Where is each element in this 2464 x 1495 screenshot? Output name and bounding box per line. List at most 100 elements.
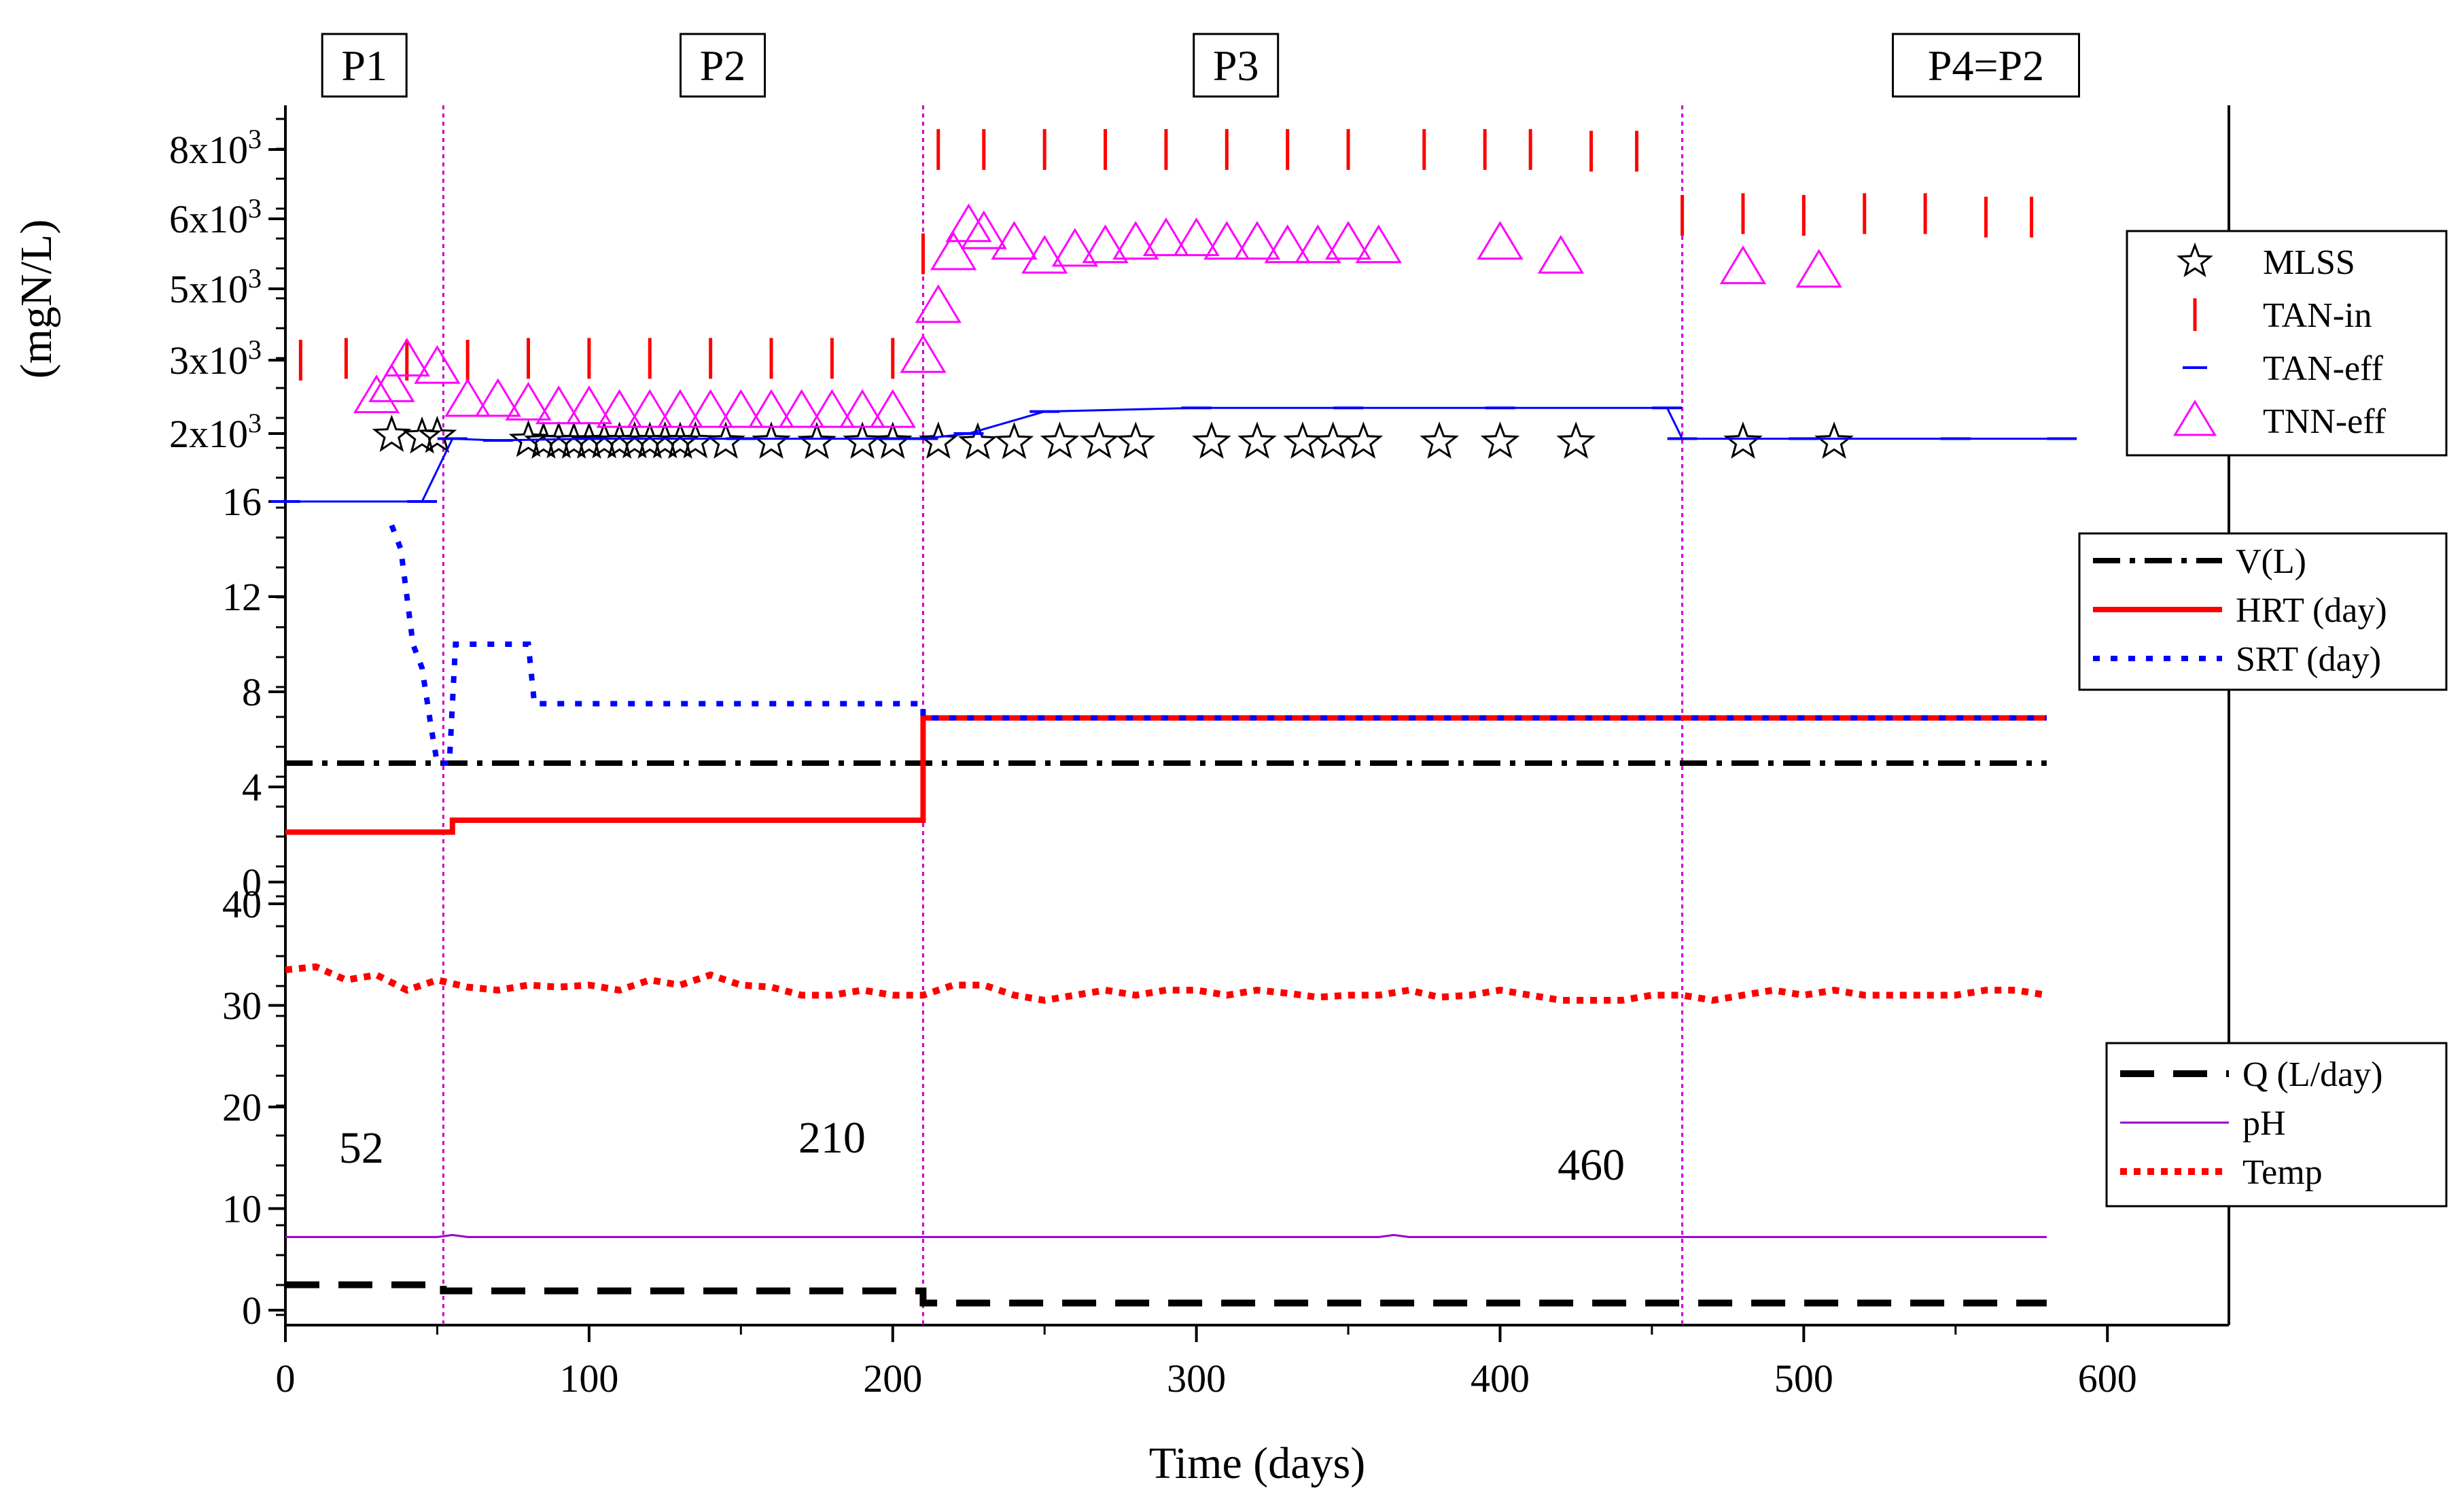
- phase-label: P2: [700, 41, 746, 90]
- tnn-eff-point: [945, 203, 992, 243]
- legend-temp-label: Temp: [2242, 1153, 2323, 1192]
- tnn-eff-point: [839, 389, 886, 428]
- mlss-point: [1192, 421, 1231, 459]
- y-tick-top-label: 5x103: [169, 263, 262, 311]
- x-tick-label: 200: [863, 1356, 922, 1401]
- ph-line: [285, 1233, 2047, 1238]
- mlss-point: [661, 421, 700, 459]
- day-annotation: 210: [798, 1113, 866, 1163]
- mlss-point: [508, 419, 548, 457]
- tnn-eff-point: [687, 389, 734, 428]
- x-tick-label: 600: [2078, 1356, 2137, 1401]
- legend-tnn-eff-symbol: [2172, 400, 2217, 436]
- mlss-point: [1343, 421, 1384, 459]
- tnn-eff-point: [900, 334, 947, 373]
- mlss-point: [1480, 421, 1520, 459]
- y-axis-title: (mgN/L): [12, 219, 61, 379]
- legend-srt-day-label: SRT (day): [2236, 640, 2381, 679]
- x-tick-label: 300: [1167, 1356, 1226, 1401]
- tan-eff-series: [270, 406, 2077, 503]
- tnn-eff-point: [1051, 228, 1099, 267]
- mlss-point: [958, 422, 998, 460]
- legend-tan-in-label: TAN-in: [2263, 296, 2372, 335]
- tnn-eff-point: [747, 389, 795, 428]
- tnn-eff-point: [1112, 221, 1159, 260]
- phase-box: [1193, 33, 1280, 98]
- temp-line: [285, 963, 2047, 1004]
- tnn-eff-point: [505, 381, 552, 421]
- phase-markers: P1 P2 P3 P4=P2: [321, 33, 2080, 1325]
- tnn-eff-point: [1537, 234, 1585, 274]
- y-tick-mid-label: 16: [222, 480, 262, 524]
- tnn-eff-point: [718, 389, 764, 428]
- tnn-eff-point: [930, 231, 977, 270]
- tnn-eff-point: [960, 210, 1007, 249]
- tnn-eff-point: [1295, 224, 1341, 264]
- tnn-eff-point: [1795, 249, 1842, 288]
- legend-q-l-day-label: Q (L/day): [2242, 1055, 2382, 1094]
- legend-v-l-label: V(L): [2236, 542, 2306, 581]
- y-tick-mid-label: 4: [242, 765, 262, 809]
- tnn-eff-point: [656, 389, 704, 428]
- mlss-point: [1079, 421, 1119, 459]
- tnn-eff-point: [869, 389, 916, 428]
- y-tick-bot-label: 20: [222, 1085, 262, 1129]
- tnn-eff-point: [1264, 224, 1311, 264]
- q-l-day-line: [285, 1281, 2047, 1307]
- y-tick-mid-label: 0: [242, 860, 262, 904]
- mlss-point: [752, 421, 791, 459]
- mlss-point: [1237, 421, 1277, 459]
- mlss-point: [1116, 421, 1156, 459]
- phase-box: [680, 33, 766, 98]
- y-tick-mid-label: 12: [222, 575, 262, 619]
- series-layer: [270, 129, 2077, 1307]
- tnn-eff-point: [414, 345, 461, 384]
- tnn-eff-point: [383, 338, 430, 376]
- y-tick-bot-label: 30: [222, 984, 262, 1028]
- tnn-eff-point: [1233, 221, 1281, 260]
- x-ticks: 0 100 200 300 400 500 600: [276, 1325, 2137, 1401]
- legend-mlss-symbol: [2177, 242, 2213, 277]
- legend-ph-label: pH: [2242, 1104, 2286, 1143]
- x-tick-label: 500: [1774, 1356, 1833, 1401]
- mlss-point: [402, 416, 442, 454]
- tnn-eff-point: [1082, 224, 1129, 264]
- phase-label: P4=P2: [1928, 41, 2044, 90]
- day-annotation: 460: [1557, 1140, 1625, 1190]
- tnn-eff-point: [353, 374, 400, 413]
- tnn-eff-point: [1173, 217, 1220, 256]
- y-tick-mid-label: 8: [242, 670, 262, 714]
- mlss-point: [1723, 421, 1763, 459]
- tnn-eff-point: [1477, 221, 1524, 260]
- y-tick-bot-label: 0: [242, 1288, 262, 1333]
- mlss-point: [417, 415, 457, 453]
- tnn-eff-point: [627, 389, 673, 428]
- tnn-eff-point: [991, 221, 1038, 260]
- mlss-point: [1556, 421, 1596, 459]
- tnn-eff-point: [809, 389, 856, 428]
- phase-label: P3: [1213, 41, 1259, 90]
- y-tick-top-label: 8x103: [169, 124, 262, 172]
- legend-box-concentration: [2126, 230, 2448, 457]
- tnn-eff-point: [1355, 224, 1402, 264]
- tnn-eff-point: [1324, 221, 1372, 260]
- annotations: 52 210 460: [339, 1113, 1625, 1190]
- mlss-point: [797, 421, 837, 459]
- tnn-eff-point: [1021, 234, 1068, 274]
- legend-hrt-day-label: HRT (day): [2236, 591, 2387, 630]
- legend-mlss-label: MLSS: [2263, 243, 2355, 282]
- mlss-point: [994, 421, 1034, 459]
- tnn-eff-series: [353, 203, 1842, 428]
- tnn-eff-point: [535, 385, 582, 425]
- legend-tan-eff-label: TAN-eff: [2263, 349, 2383, 388]
- tnn-eff-point: [474, 378, 521, 417]
- mlss-point: [372, 415, 412, 453]
- tan-in-series: [298, 129, 2034, 381]
- tnn-eff-point: [778, 389, 825, 428]
- y-tick-top-label: 3x103: [169, 334, 262, 383]
- x-tick-label: 400: [1471, 1356, 1530, 1401]
- tnn-eff-point: [368, 363, 415, 402]
- tnn-eff-point: [1719, 245, 1767, 285]
- y-ticks: 2x103 3x103 5x103 6x103 8x103 0 4 8 12 16 0 10 20 30 4…: [169, 118, 285, 1333]
